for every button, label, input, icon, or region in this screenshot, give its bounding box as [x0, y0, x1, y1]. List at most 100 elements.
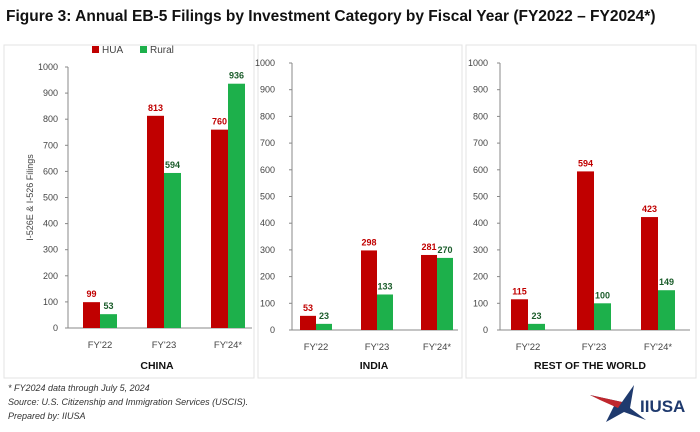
- y-tick-label: 900: [43, 88, 58, 98]
- y-tick-label: 400: [473, 218, 488, 228]
- bar-hua: [511, 299, 528, 330]
- legend: HUA Rural: [92, 45, 174, 56]
- y-tick-label: 800: [43, 114, 58, 124]
- bar-hua: [300, 315, 316, 330]
- y-tick-label: 300: [43, 245, 58, 255]
- bar-rural: [228, 83, 245, 328]
- bar-hua: [361, 250, 377, 330]
- y-tick-label: 200: [473, 272, 488, 282]
- data-label: 760: [212, 117, 227, 127]
- y-tick-label: 600: [43, 166, 58, 176]
- bar-rural: [164, 172, 181, 328]
- y-tick-label: 700: [260, 138, 275, 148]
- y-tick-label: 400: [43, 219, 58, 229]
- data-label: 53: [303, 303, 313, 313]
- data-label: 594: [578, 158, 593, 168]
- footnote: * FY2024 data through July 5, 2024: [8, 383, 150, 393]
- data-label: 23: [319, 311, 329, 321]
- x-tick-label: FY'24*: [423, 342, 452, 353]
- panel-china: 0 100 200 300 400 500 600 700 800 900 1000 FY'22 99 5…: [3, 44, 255, 379]
- y-tick-label: 700: [473, 138, 488, 148]
- bar-rural: [100, 314, 117, 328]
- panel-title: INDIA: [360, 360, 389, 372]
- legend-swatch-rural: [140, 46, 147, 53]
- panel-india: 0 100 200 300 400 500 600 700 800 900 1000 FY'22 53 2…: [255, 44, 463, 379]
- x-tick-label: FY'23: [582, 342, 607, 353]
- data-label: 133: [377, 281, 392, 291]
- x-tick-label: FY'24*: [214, 340, 243, 351]
- y-tick-label: 400: [260, 218, 275, 228]
- legend-label: HUA: [102, 45, 123, 56]
- y-tick-label: 0: [53, 323, 58, 333]
- data-label: 115: [512, 286, 527, 296]
- y-tick-label: 1000: [38, 62, 58, 72]
- x-tick-label: FY'23: [365, 342, 390, 353]
- y-tick-label: 0: [270, 325, 275, 335]
- data-label: 270: [437, 245, 452, 255]
- data-label: 100: [595, 290, 610, 300]
- y-tick-label: 100: [43, 297, 58, 307]
- panel-border: [257, 44, 463, 379]
- y-tick-label: 700: [43, 140, 58, 150]
- y-tick-label: 1000: [468, 58, 488, 68]
- bar-hua: [421, 254, 437, 330]
- data-label: 594: [165, 160, 180, 170]
- panel-rest-of-world: 0 100 200 300 400 500 600 700 800 900 1000 FY'22 115…: [465, 44, 697, 379]
- panel-title: CHINA: [140, 360, 174, 372]
- data-label: 149: [659, 277, 674, 287]
- bar-hua: [147, 115, 164, 328]
- y-tick-label: 300: [260, 245, 275, 255]
- panel-border: [3, 44, 255, 379]
- y-tick-label: 500: [43, 193, 58, 203]
- x-tick-label: FY'22: [304, 342, 329, 353]
- y-tick-label: 800: [260, 111, 275, 121]
- prepared-by: Prepared by: IIUSA: [8, 411, 86, 421]
- y-tick-label: 600: [260, 165, 275, 175]
- bar-rural: [528, 323, 545, 330]
- y-tick-label: 900: [260, 85, 275, 95]
- x-tick-label: FY'22: [88, 340, 113, 351]
- y-tick-label: 600: [473, 165, 488, 175]
- data-label: 99: [86, 289, 96, 299]
- y-tick-label: 900: [473, 85, 488, 95]
- legend-swatch-hua: [92, 46, 99, 53]
- data-label: 53: [103, 301, 113, 311]
- legend-label: Rural: [150, 45, 174, 56]
- y-tick-label: 1000: [255, 58, 275, 68]
- y-tick-label: 300: [473, 245, 488, 255]
- data-label: 281: [421, 242, 436, 252]
- y-tick-label: 500: [473, 192, 488, 202]
- x-tick-label: FY'22: [516, 342, 541, 353]
- x-tick-label: FY'23: [152, 340, 177, 351]
- logo-text: IIUSA: [640, 397, 685, 416]
- data-label: 936: [229, 71, 244, 81]
- bar-rural: [316, 323, 332, 330]
- data-label: 298: [361, 237, 376, 247]
- bar-hua: [211, 129, 228, 328]
- source-note: Source: U.S. Citizenship and Immigration…: [8, 397, 248, 407]
- y-tick-label: 800: [473, 111, 488, 121]
- bar-rural: [377, 294, 393, 330]
- y-tick-label: 500: [260, 192, 275, 202]
- y-tick-label: 200: [43, 271, 58, 281]
- panel-border: [465, 44, 697, 379]
- iiusa-logo: IIUSA: [590, 385, 685, 422]
- bar-hua: [641, 217, 658, 330]
- y-tick-label: 200: [260, 272, 275, 282]
- bar-rural: [437, 257, 453, 330]
- figure-title: Figure 3: Annual EB-5 Filings by Investm…: [6, 8, 656, 25]
- y-tick-label: 100: [260, 298, 275, 308]
- bar-rural: [594, 303, 611, 330]
- bar-hua: [83, 302, 100, 328]
- data-label: 813: [148, 103, 163, 113]
- bar-rural: [658, 290, 675, 330]
- panel-title: REST OF THE WORLD: [534, 360, 646, 372]
- data-label: 23: [531, 311, 541, 321]
- data-label: 423: [642, 204, 657, 214]
- bar-hua: [577, 171, 594, 330]
- y-axis-label: I-526E & I-526 Filings: [25, 154, 35, 241]
- x-tick-label: FY'24*: [644, 342, 673, 353]
- y-tick-label: 0: [483, 325, 488, 335]
- y-tick-label: 100: [473, 298, 488, 308]
